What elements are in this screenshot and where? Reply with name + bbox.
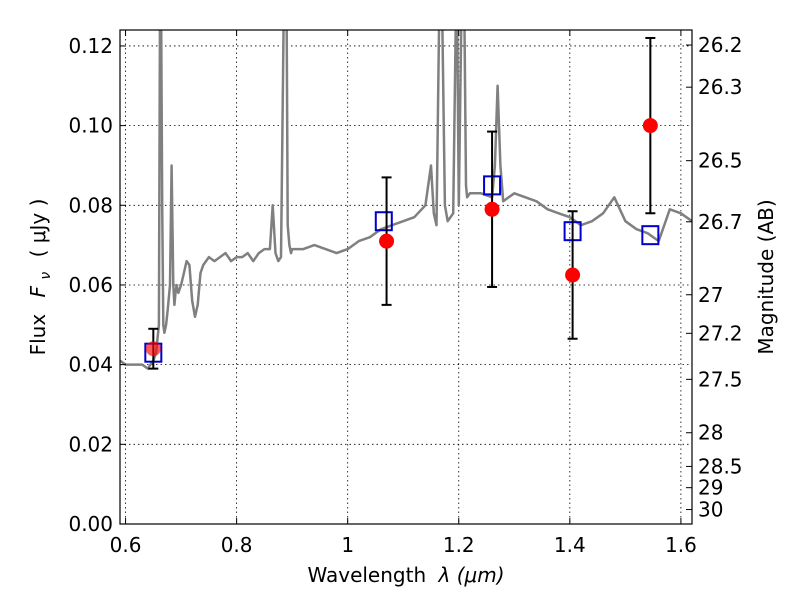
x-tick-label: 1.2 xyxy=(443,533,475,557)
x-tick-label: 1.6 xyxy=(665,533,697,557)
x-axis-label-prefix: Wavelength xyxy=(307,563,426,587)
y-tick-label: 0.04 xyxy=(68,353,113,377)
x-axis-label: Wavelength λ (μm) xyxy=(307,563,504,587)
markers-layer xyxy=(144,36,660,370)
y-axis-label-unit: ( μJy ) xyxy=(26,199,50,258)
y-tick-label: 0.08 xyxy=(68,193,113,217)
y-axis: 0.00 0.02 0.04 0.06 0.08 0.10 0.12 xyxy=(68,34,126,536)
x-tick-label: 1 xyxy=(341,533,354,557)
y-right-tick-label: 27.5 xyxy=(698,367,743,391)
observed-flux-point xyxy=(379,233,395,249)
grid xyxy=(120,30,692,525)
model-spectrum-line xyxy=(120,30,692,370)
plot-frame xyxy=(119,29,693,525)
observed-flux-point xyxy=(484,201,500,217)
y-right-tick-label: 27 xyxy=(698,283,723,307)
y-tick-label: 0.06 xyxy=(68,273,113,297)
x-tick-label: 0.6 xyxy=(110,533,142,557)
observed-flux-point xyxy=(565,267,581,283)
x-tick-label: 1.4 xyxy=(554,533,586,557)
y-right-tick-label: 28 xyxy=(698,421,723,445)
y-right-tick-label: 27.2 xyxy=(698,321,743,345)
y-axis-label: Flux F ν ( μJy ) xyxy=(26,199,55,356)
y-right-tick-label: 26.3 xyxy=(698,75,743,99)
y-right-tick-label: 26.5 xyxy=(698,149,743,173)
y-axis-right-label: Magnitude (AB) xyxy=(754,199,778,354)
y-right-tick-label: 26.7 xyxy=(698,210,743,234)
y-axis-label-sub: ν xyxy=(38,272,54,280)
y-axis-label-math: F xyxy=(26,285,50,297)
observed-flux-point xyxy=(145,341,161,357)
y-right-tick-label: 30 xyxy=(698,498,723,522)
y-axis-label-prefix: Flux xyxy=(26,314,50,356)
y-tick-label: 0.00 xyxy=(68,512,113,536)
y-tick-label: 0.02 xyxy=(68,432,113,456)
y-right-tick-label: 29 xyxy=(698,476,723,500)
model-photometry-square xyxy=(374,211,393,232)
y-right-tick-label: 26.2 xyxy=(698,33,743,57)
model-photometry-square xyxy=(641,225,660,246)
x-axis: 0.6 0.8 1 1.2 1.4 1.6 xyxy=(110,30,697,557)
y-right-tick-label: 28.5 xyxy=(698,454,743,478)
y-tick-label: 0.10 xyxy=(68,114,113,138)
observed-flux-point xyxy=(642,118,658,134)
y-tick-label: 0.12 xyxy=(68,34,113,58)
x-axis-label-math: λ (μm) xyxy=(438,563,505,587)
x-tick-label: 0.8 xyxy=(221,533,253,557)
